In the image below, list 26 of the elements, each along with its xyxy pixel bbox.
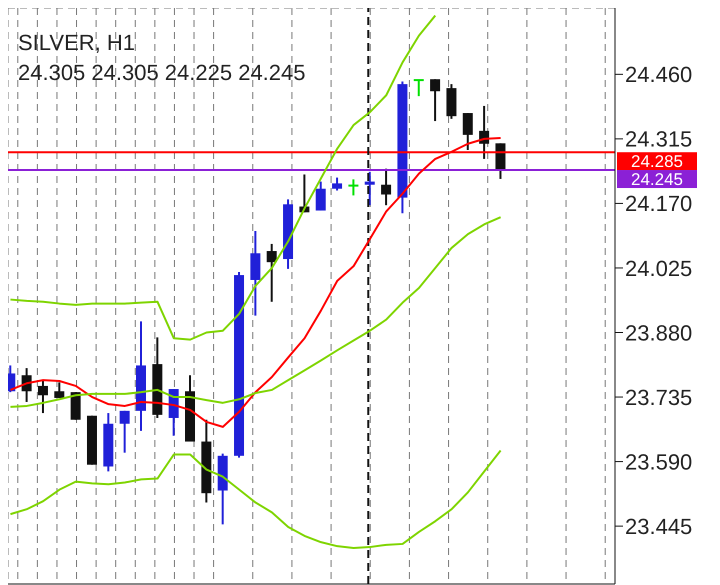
y-tick-label: 23.590	[625, 449, 692, 474]
line-series	[9, 14, 436, 341]
y-tick-label: 24.170	[625, 191, 692, 216]
y-tick-label: 24.460	[625, 62, 692, 88]
candlestick	[266, 242, 277, 303]
ref-line-label: 24.245	[631, 170, 683, 190]
text: 24.305 24.305 24.225 24.245	[18, 59, 306, 87]
y-tick-label: 23.735	[625, 384, 692, 410]
candlestick	[430, 78, 440, 122]
candlestick	[120, 410, 130, 454]
candlestick	[462, 112, 473, 151]
candlestick	[364, 170, 375, 206]
candlestick	[332, 176, 342, 192]
y-tick-label: 23.445	[625, 514, 692, 539]
line-series	[9, 449, 502, 549]
ref-line-label: 24.285	[631, 152, 683, 172]
y-tick-label: 23.880	[625, 320, 692, 346]
y-tick-label: 24.315	[625, 126, 692, 152]
candlestick	[54, 381, 64, 399]
candlestick	[22, 367, 32, 403]
line-series	[9, 216, 502, 408]
candlestick	[381, 168, 392, 206]
candlestick	[316, 180, 326, 212]
candlestick	[38, 379, 48, 414]
y-tick-label: 24.025	[625, 256, 692, 281]
text: SILVER, H1	[18, 29, 136, 57]
